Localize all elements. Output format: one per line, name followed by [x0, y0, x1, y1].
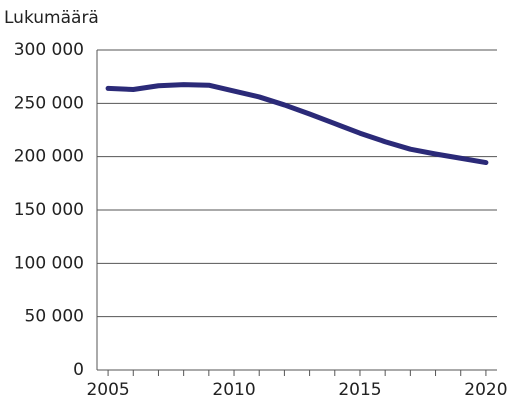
- data-line: [105, 82, 489, 166]
- y-tick-label: 300 000: [14, 40, 84, 60]
- y-tick-label: 50 000: [25, 307, 84, 327]
- y-tick-label: 0: [73, 360, 84, 380]
- y-tick-label: 200 000: [14, 147, 84, 167]
- x-tick-label: 2020: [464, 380, 507, 400]
- y-tick-label: 100 000: [14, 253, 84, 273]
- x-tick-label: 2010: [212, 380, 255, 400]
- y-tick-label: 250 000: [14, 93, 84, 113]
- y-tick-label: 150 000: [14, 200, 84, 220]
- x-tick-label: 2015: [338, 380, 381, 400]
- y-axis-label: Lukumäärä: [4, 8, 99, 28]
- x-tick-label: 2005: [86, 380, 129, 400]
